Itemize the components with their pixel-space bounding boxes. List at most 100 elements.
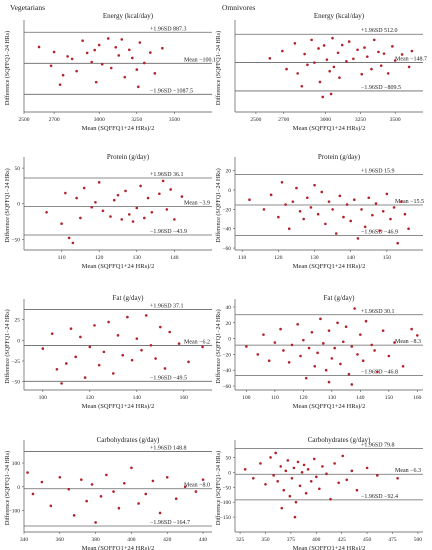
plot-5-point [163, 367, 167, 370]
plot-7-point [122, 481, 126, 485]
plot-6-point [416, 334, 419, 337]
plot-1-point [75, 69, 78, 73]
plot-3-y-label: Difference (SQFFQ1−24 HRs) [4, 168, 11, 242]
plot-8-point [329, 497, 332, 501]
plot-8-point [304, 491, 308, 495]
plot-1-point [117, 54, 121, 57]
plot-1-x-tick-label: 3500 [169, 117, 180, 123]
plot-3-point [67, 236, 71, 240]
plot-6-point [327, 329, 331, 332]
plot-7-y-label: Difference (SQFFQ1−24 HRs) [4, 451, 11, 525]
plot-5-y-tick-label: 25 [15, 318, 21, 324]
plot-2-point [379, 64, 383, 67]
plot-6-point [316, 351, 319, 355]
plot-2-point [386, 72, 390, 75]
plot-2-y-label: Difference (SQFFQ1−24 HRs) [215, 31, 222, 105]
plot-5-point [126, 315, 129, 319]
plot-5-point [187, 360, 190, 364]
plot-6-point [310, 330, 314, 334]
plot-7-point [94, 521, 97, 524]
plot-1-point [52, 50, 56, 54]
plot-5-x-label: Mean (SQFFQ1+24 HRs)/2 [82, 403, 155, 410]
plot-2-point [370, 67, 373, 71]
plot-3-point [150, 210, 154, 214]
plot-8-point [314, 475, 318, 479]
plot-4-x-tick-label: 110 [238, 255, 246, 261]
plot-5-point [121, 353, 124, 357]
plot-6-point [410, 327, 413, 331]
plot-8-y-tick-label: −50 [222, 485, 231, 491]
plot-7-point [99, 495, 103, 498]
plot-3-point [71, 241, 75, 245]
plot-4-point [291, 200, 295, 203]
plot-7-point [58, 475, 62, 479]
plot-8-point [274, 451, 277, 455]
plot-6-x-tick-label: 160 [413, 395, 422, 401]
plot-5-point [140, 348, 143, 352]
plot-5-point [97, 363, 101, 367]
plot-3-point [139, 184, 142, 188]
plot-8-point [286, 459, 290, 462]
plot-3-point [45, 210, 48, 214]
plot-8-y-tick-label: 50 [226, 455, 232, 461]
plot-2-point [328, 69, 331, 73]
plot-7-label-lower: −1.96SD −164.7 [150, 520, 190, 526]
plot-4-point [298, 210, 302, 213]
plot-4-point [313, 183, 316, 187]
plot-5-label-lower: −1.96SD −49.5 [150, 375, 187, 381]
plot-8-point [325, 472, 328, 476]
plot-8-y-tick-label: −150 [220, 515, 232, 521]
plot-6-point [364, 319, 368, 323]
plot-7-point [90, 483, 94, 486]
plot-6-y-tick-label: 40 [226, 305, 232, 311]
plot-8-point [396, 477, 399, 480]
plot-2-point [285, 67, 288, 71]
plot-8-point [251, 477, 255, 480]
plot-1-point [130, 56, 134, 60]
plot-4-point [363, 225, 367, 229]
plot-1-point [143, 61, 146, 65]
plot-2-point [377, 50, 380, 54]
plot-1-point [149, 51, 152, 54]
plot-3-point [161, 179, 165, 183]
plot-2-point [310, 38, 313, 42]
plot-5-point [69, 327, 73, 330]
plot-5-point [159, 325, 162, 329]
plot-3-point [101, 209, 105, 213]
plot-6-x-tick-label: 150 [385, 395, 394, 401]
plot-3-x-tick-label: 110 [58, 255, 66, 261]
plot-3-point [143, 216, 146, 220]
plot-8-y-tick-label: −100 [220, 500, 232, 506]
plot-4-point [280, 180, 284, 184]
plot-4-point [306, 196, 309, 200]
plot-6-point [256, 353, 260, 356]
plot-7-point [72, 514, 76, 517]
plot-8-x-tick-label: 325 [236, 537, 245, 543]
plot-2-label-mean: Mean −148.7 [395, 57, 427, 63]
plot-6-x-label: Mean (SQFFQ1+24 HRs)/2 [293, 403, 366, 410]
plot-7-point [31, 492, 35, 496]
plot-3-y-tick-label: 0 [17, 202, 20, 208]
plot-5-x-tick-label: 120 [86, 395, 95, 401]
plot-8-x-tick-label: 425 [338, 537, 347, 543]
plot-6-point [370, 343, 374, 347]
plot-4-point [248, 198, 251, 201]
plot-6-point [322, 342, 325, 345]
plot-8-label-lower: −1.96SD −92.4 [361, 494, 398, 500]
plot-1-point [135, 68, 139, 71]
plot-2-point [321, 95, 325, 99]
plot-2-point [293, 42, 297, 45]
plot-1-point [161, 46, 164, 50]
plot-2-point [391, 45, 394, 48]
plot-8-x-tick-label: 400 [312, 537, 321, 543]
plot-1-point [61, 73, 65, 77]
plot-3-x-label: Mean (SQFFQ1+24 HRs)/2 [82, 263, 155, 270]
plot-1-point [109, 66, 113, 70]
plot-5-point [79, 335, 82, 339]
plot-8-point [312, 457, 316, 461]
plot-6-point [393, 341, 396, 344]
plot-8-x-tick-label: 350 [261, 537, 270, 543]
plot-4-y-tick-label: −60 [222, 246, 231, 252]
plot-1-x-label: Mean (SQFFQ1+24 HRs)/2 [82, 125, 155, 132]
